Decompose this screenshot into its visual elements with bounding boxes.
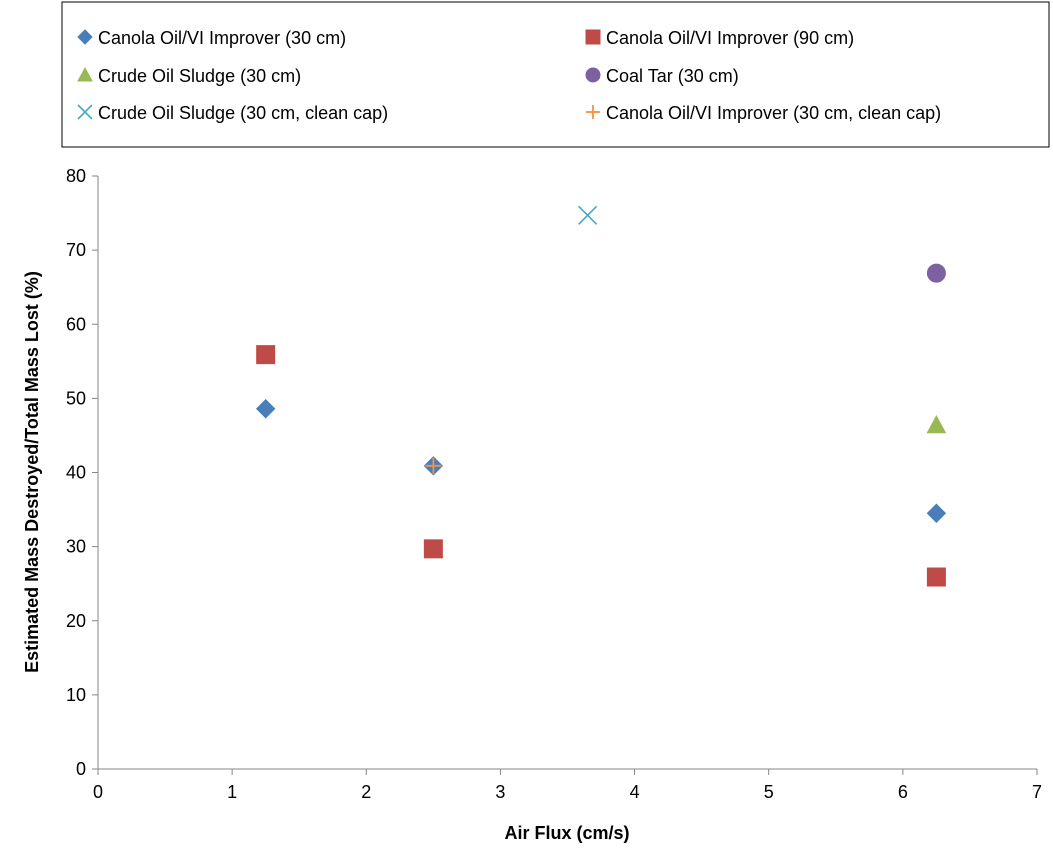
x-tick-label: 0 [93, 782, 103, 802]
y-tick-label: 30 [66, 537, 86, 557]
y-tick-label: 40 [66, 463, 86, 483]
legend-marker [77, 104, 93, 120]
legend-marker [585, 67, 601, 83]
legend-item: Coal Tar (30 cm) [585, 66, 739, 86]
legend-label: Canola Oil/VI Improver (30 cm, clean cap… [606, 103, 941, 123]
legend-item: Canola Oil/VI Improver (30 cm, clean cap… [586, 103, 941, 123]
legend-marker [77, 66, 93, 82]
axes: 0 10 20 30 40 50 60 70 80 0 1 2 3 4 5 6 7 [66, 166, 1042, 802]
data-point-series-5 [578, 205, 598, 225]
data-point-series-2 [423, 539, 443, 559]
y-axis-title: Estimated Mass Destroyed/Total Mass Lost… [22, 271, 42, 673]
y-tick-label: 0 [76, 759, 86, 779]
legend-item: Crude Oil Sludge (30 cm, clean cap) [77, 103, 388, 123]
data-point-series-2 [256, 345, 276, 365]
y-tick-label: 20 [66, 611, 86, 631]
legend: Canola Oil/VI Improver (30 cm) Canola Oil… [61, 1, 1050, 148]
x-tick-label: 4 [630, 782, 640, 802]
x-tick-label: 2 [361, 782, 371, 802]
x-tick-label: 3 [495, 782, 505, 802]
data-point-series-2 [926, 567, 946, 587]
legend-marker [77, 29, 93, 45]
y-tick-label: 10 [66, 685, 86, 705]
y-tick-label: 80 [66, 166, 86, 186]
legend-item: Canola Oil/VI Improver (90 cm) [585, 28, 854, 48]
data-point-series-3 [926, 415, 947, 434]
legend-marker [586, 105, 600, 119]
legend-label: Canola Oil/VI Improver (90 cm) [606, 28, 854, 48]
data-point-series-6 [425, 457, 442, 474]
data-points [255, 205, 947, 587]
x-axis-title: Air Flux (cm/s) [504, 823, 629, 843]
x-tick-label: 7 [1032, 782, 1042, 802]
legend-label: Canola Oil/VI Improver (30 cm) [98, 28, 346, 48]
data-point-series-1 [255, 399, 276, 419]
y-tick-label: 60 [66, 314, 86, 334]
legend-item: Canola Oil/VI Improver (30 cm) [77, 28, 346, 48]
data-point-series-1 [926, 503, 947, 523]
legend-label: Crude Oil Sludge (30 cm, clean cap) [98, 103, 388, 123]
x-tick-label: 6 [898, 782, 908, 802]
legend-box [61, 1, 1050, 148]
data-point-series-4 [926, 263, 946, 283]
y-tick-label: 70 [66, 240, 86, 260]
legend-item: Crude Oil Sludge (30 cm) [77, 66, 301, 86]
x-tick-label: 1 [227, 782, 237, 802]
legend-label: Crude Oil Sludge (30 cm) [98, 66, 301, 86]
legend-label: Coal Tar (30 cm) [606, 66, 739, 86]
x-tick-label: 5 [764, 782, 774, 802]
y-tick-label: 50 [66, 388, 86, 408]
legend-marker [585, 29, 601, 45]
